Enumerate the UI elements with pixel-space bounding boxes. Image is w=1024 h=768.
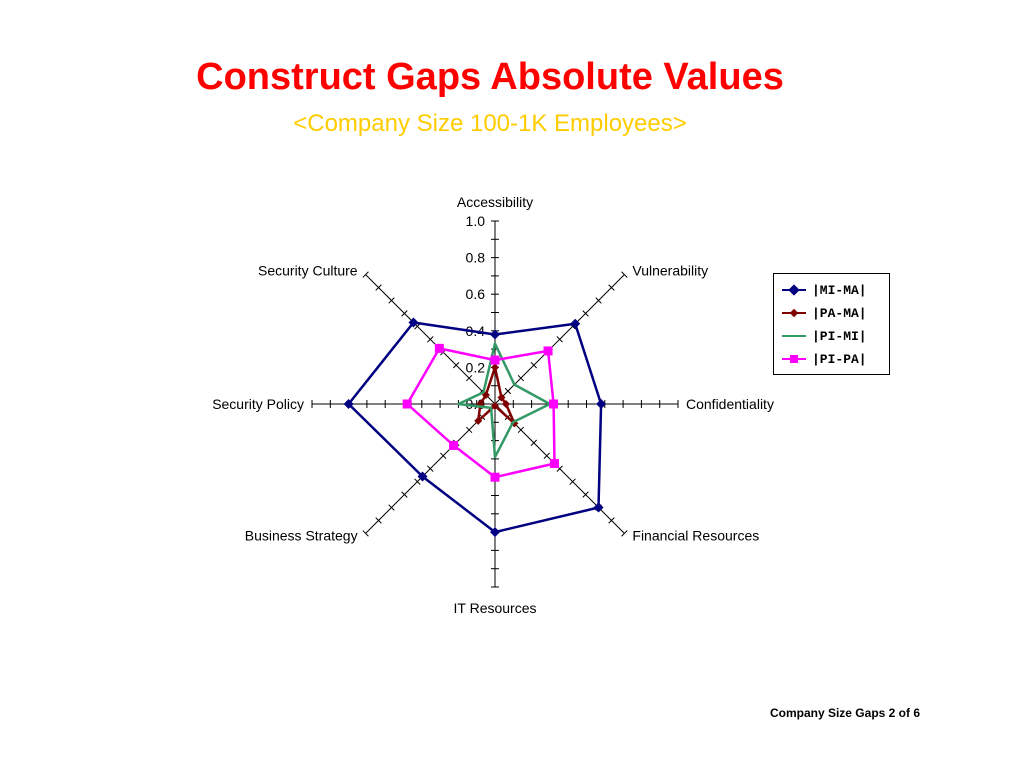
- axis-tick: [401, 310, 408, 317]
- data-point: [417, 471, 428, 482]
- legend-item-pi-mi: |PI-MI|: [780, 328, 867, 344]
- legend-swatch-pa-ma: [782, 308, 806, 318]
- data-point: [549, 399, 559, 409]
- data-point: [497, 393, 506, 402]
- series-line-0: [347, 321, 603, 534]
- tick-label: 0.6: [466, 286, 486, 302]
- axis-tick: [375, 284, 382, 291]
- axis-tick: [362, 271, 369, 278]
- chart-subtitle: <Company Size 100-1K Employees>: [293, 110, 687, 137]
- axis-label: Vulnerability: [632, 263, 708, 279]
- axis-tick: [621, 271, 628, 278]
- axis-tick: [543, 452, 550, 459]
- axis-tick: [452, 361, 460, 369]
- axis-label: Business Strategy: [245, 527, 358, 543]
- legend-label-pi-pa: |PI-PA|: [812, 351, 867, 367]
- legend-label-pi-mi: |PI-MI|: [812, 328, 867, 344]
- axis-tick: [401, 491, 408, 498]
- data-point: [449, 440, 459, 450]
- axis-tick: [556, 465, 563, 472]
- axis-tick: [388, 297, 395, 304]
- legend-swatch-mi-ma: [782, 284, 806, 296]
- tick-label: 0.2: [466, 359, 486, 375]
- slide-footer: Company Size Gaps 2 of 6: [769, 706, 920, 720]
- axis-tick: [556, 336, 563, 343]
- data-point: [474, 416, 483, 425]
- axis-tick: [427, 336, 434, 343]
- data-point: [570, 318, 581, 329]
- axis-tick: [621, 530, 628, 537]
- data-point: [434, 343, 444, 353]
- data-point: [490, 527, 500, 538]
- legend-label-mi-ma: |MI-MA|: [812, 282, 867, 298]
- legend-swatch-pi-mi: [782, 335, 806, 337]
- data-point: [491, 363, 499, 372]
- axis-tick: [608, 517, 615, 524]
- axis-tick: [465, 426, 473, 434]
- data-point: [490, 472, 500, 482]
- data-point: [490, 329, 500, 340]
- axis-tick: [504, 387, 512, 395]
- axis-tick: [608, 284, 615, 291]
- tick-labels: 0.00.20.40.60.81.0: [466, 213, 486, 412]
- tick-label: 1.0: [466, 213, 486, 229]
- axis-label: Security Culture: [258, 263, 358, 279]
- series-layer: [343, 317, 607, 538]
- axis-labels: Accessibility Vulnerability Confidentialit…: [212, 194, 774, 616]
- axis-tick: [427, 465, 434, 472]
- axis-tick: [388, 504, 395, 511]
- legend-item-pi-pa: |PI-PA|: [780, 351, 867, 367]
- series-line-2: [457, 342, 552, 459]
- legend-item-pa-ma: |PA-MA|: [780, 305, 867, 321]
- legend-swatch-pi-pa: [782, 355, 806, 363]
- axis-tick: [530, 361, 538, 369]
- data-point: [543, 346, 553, 356]
- axis-label: IT Resources: [454, 600, 537, 616]
- data-point: [402, 399, 412, 409]
- axis-tick: [582, 491, 589, 498]
- axis-label: Financial Resources: [632, 527, 759, 543]
- axis-tick: [582, 310, 589, 317]
- data-point: [593, 502, 604, 513]
- chart-title: Construct Gaps Absolute Values: [196, 56, 784, 98]
- legend-label-pa-ma: |PA-MA|: [812, 305, 867, 321]
- legend-item-mi-ma: |MI-MA|: [780, 282, 867, 298]
- data-point: [408, 317, 419, 328]
- axis-tick: [362, 530, 369, 537]
- axis-tick: [375, 517, 382, 524]
- axis-tick: [530, 439, 538, 447]
- axis-tick: [440, 452, 447, 459]
- data-point: [550, 459, 560, 469]
- axis-label: Security Policy: [212, 396, 304, 412]
- axis-tick: [465, 374, 473, 382]
- axis-tick: [517, 426, 525, 434]
- tick-label: 0.8: [466, 250, 486, 266]
- data-point: [501, 400, 510, 408]
- data-point: [491, 401, 499, 410]
- data-point: [490, 355, 500, 365]
- axis-label: Confidentiality: [686, 396, 774, 412]
- axis-label: Accessibility: [457, 194, 533, 210]
- axis-tick: [414, 478, 421, 485]
- axis-tick: [595, 297, 602, 304]
- axis-tick: [517, 374, 525, 382]
- data-point: [596, 399, 607, 409]
- axis-tick: [569, 478, 576, 485]
- data-point: [343, 399, 354, 409]
- legend: |MI-MA| |PA-MA| |PI-MI| |PI-PA|: [773, 273, 890, 375]
